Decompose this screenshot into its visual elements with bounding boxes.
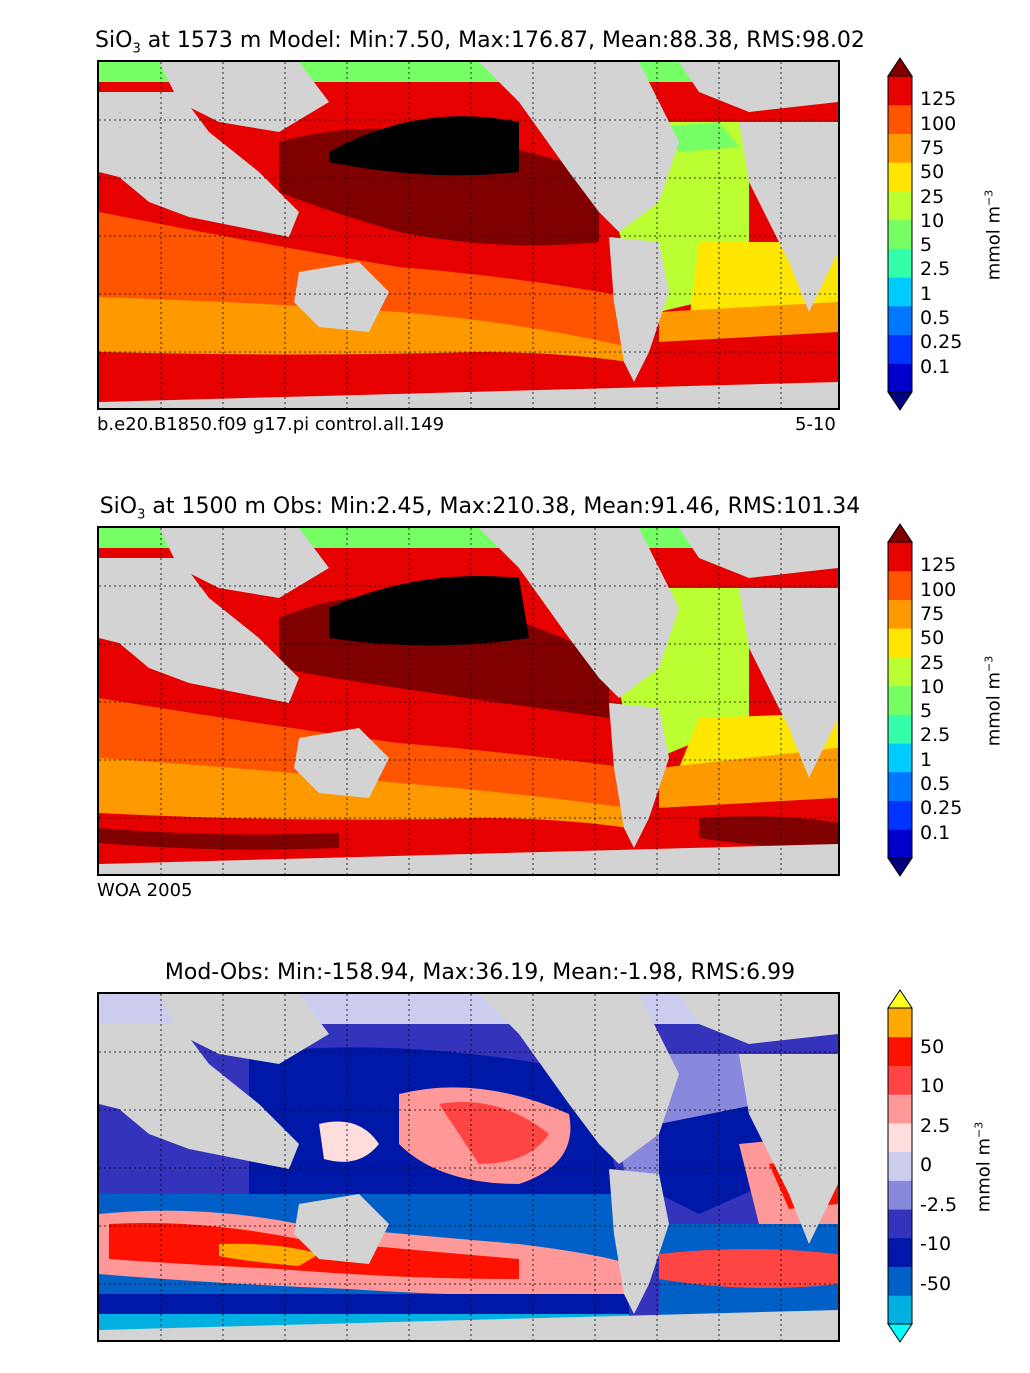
colorbar-segment xyxy=(888,656,912,687)
colorbar-segment xyxy=(888,542,912,572)
colorbar-tick-label: 125 xyxy=(920,554,957,577)
colorbar-segment xyxy=(888,1209,912,1239)
colorbar-extend-min xyxy=(887,857,913,877)
colorbar-segment xyxy=(888,363,912,393)
colorbar-extend-min xyxy=(887,391,913,411)
obs-colorbar-unit: mmol m−3 xyxy=(982,655,1005,747)
obs-source: WOA 2005 xyxy=(97,880,193,901)
colorbar-segment xyxy=(888,1295,912,1325)
colorbar-segment xyxy=(888,570,912,600)
panel-3-title: Mod-Obs: Min:-158.94, Max:36.19, Mean:-1… xyxy=(164,960,796,985)
colorbar-extend-max xyxy=(887,989,913,1009)
diff-colorbar-svg xyxy=(887,989,913,1343)
colorbar-segment xyxy=(888,248,912,278)
colorbar-tick-label: 1 xyxy=(920,282,933,305)
colorbar-extend-max xyxy=(887,57,913,77)
colorbar-tick-label: 0.25 xyxy=(920,331,963,354)
colorbar-tick-label: 0 xyxy=(920,1154,933,1176)
colorbar-segment xyxy=(888,219,912,249)
obs-colorbar xyxy=(887,523,913,877)
obs-map xyxy=(97,526,840,876)
colorbar-segment xyxy=(888,162,912,192)
colorbar-tick-label: 75 xyxy=(920,136,945,159)
colorbar-segment xyxy=(888,334,912,364)
diff-colorbar-unit: mmol m−3 xyxy=(972,1121,995,1213)
colorbar-tick-label: 2.5 xyxy=(920,1114,951,1137)
diff-colorbar xyxy=(887,989,913,1343)
colorbar-segment xyxy=(888,1094,912,1124)
colorbar-segment xyxy=(888,1180,912,1210)
model-colorbar-unit: mmol m−3 xyxy=(982,189,1005,281)
model-map-canvas xyxy=(99,62,838,408)
colorbar-tick-label: 0.25 xyxy=(920,797,963,820)
colorbar-tick-label: 2.5 xyxy=(920,724,951,747)
colorbar-segment xyxy=(888,104,912,134)
colorbar-extend-min xyxy=(887,1323,913,1343)
colorbar-segment xyxy=(888,1008,912,1038)
colorbar-tick-label: 100 xyxy=(920,112,957,135)
colorbar-segment xyxy=(888,1266,912,1296)
colorbar-tick-label: 5 xyxy=(920,234,933,257)
colorbar-tick-label: 0.5 xyxy=(920,773,951,796)
obs-map-canvas xyxy=(99,528,838,874)
colorbar-segment xyxy=(888,1122,912,1153)
colorbar-tick-label: -50 xyxy=(920,1272,952,1295)
colorbar-tick-label: 1 xyxy=(920,748,933,771)
colorbar-segment xyxy=(888,305,912,336)
colorbar-segment xyxy=(888,1237,912,1268)
colorbar-segment xyxy=(888,1151,912,1181)
diff-map-canvas xyxy=(99,994,838,1340)
colorbar-tick-label: 2.5 xyxy=(920,258,951,281)
model-run-id: b.e20.B1850.f09 g17.pi control.all.149 xyxy=(97,414,445,435)
colorbar-segment xyxy=(888,1036,912,1066)
colorbar-tick-label: 0.5 xyxy=(920,307,951,330)
colorbar-tick-label: 100 xyxy=(920,578,957,601)
colorbar-tick-label: 50 xyxy=(920,1035,945,1058)
colorbar-tick-label: 0.1 xyxy=(920,821,951,844)
colorbar-tick-label: 10 xyxy=(920,1075,945,1097)
model-map xyxy=(97,60,840,410)
colorbar-segment xyxy=(888,1065,912,1095)
colorbar-segment xyxy=(888,628,912,658)
colorbar-tick-label: 5 xyxy=(920,700,933,723)
colorbar-segment xyxy=(888,133,912,163)
colorbar-segment xyxy=(888,190,912,221)
colorbar-segment xyxy=(888,685,912,715)
model-years: 5-10 xyxy=(795,414,836,435)
colorbar-tick-label: 0.1 xyxy=(920,355,951,378)
colorbar-tick-label: 25 xyxy=(920,185,945,208)
colorbar-frame xyxy=(887,541,913,859)
colorbar-segment xyxy=(888,277,912,307)
colorbar-tick-label: 50 xyxy=(920,627,945,650)
colorbar-segment xyxy=(888,76,912,106)
colorbar-segment xyxy=(888,800,912,830)
panel-1-title: SiO3 at 1573 m Model: Min:7.50, Max:176.… xyxy=(95,28,865,57)
colorbar-frame xyxy=(887,75,913,393)
colorbar-segment xyxy=(888,771,912,802)
obs-colorbar-svg xyxy=(887,523,913,877)
diff-map xyxy=(97,992,840,1342)
colorbar-tick-label: 10 xyxy=(920,675,945,698)
colorbar-tick-label: 10 xyxy=(920,209,945,232)
colorbar-tick-label: 75 xyxy=(920,602,945,625)
model-colorbar xyxy=(887,57,913,411)
panel-2-title: SiO3 at 1500 m Obs: Min:2.45, Max:210.38… xyxy=(99,494,861,523)
colorbar-tick-label: -2.5 xyxy=(920,1193,958,1216)
colorbar-tick-label: 125 xyxy=(920,88,957,111)
colorbar-segment xyxy=(888,743,912,773)
colorbar-frame xyxy=(887,1007,913,1325)
colorbar-segment xyxy=(888,714,912,744)
colorbar-segment xyxy=(888,829,912,859)
model-colorbar-svg xyxy=(887,57,913,411)
colorbar-tick-label: 25 xyxy=(920,651,945,674)
colorbar-segment xyxy=(888,599,912,629)
colorbar-tick-label: -10 xyxy=(920,1233,952,1255)
colorbar-tick-label: 50 xyxy=(920,161,945,184)
colorbar-extend-max xyxy=(887,523,913,543)
